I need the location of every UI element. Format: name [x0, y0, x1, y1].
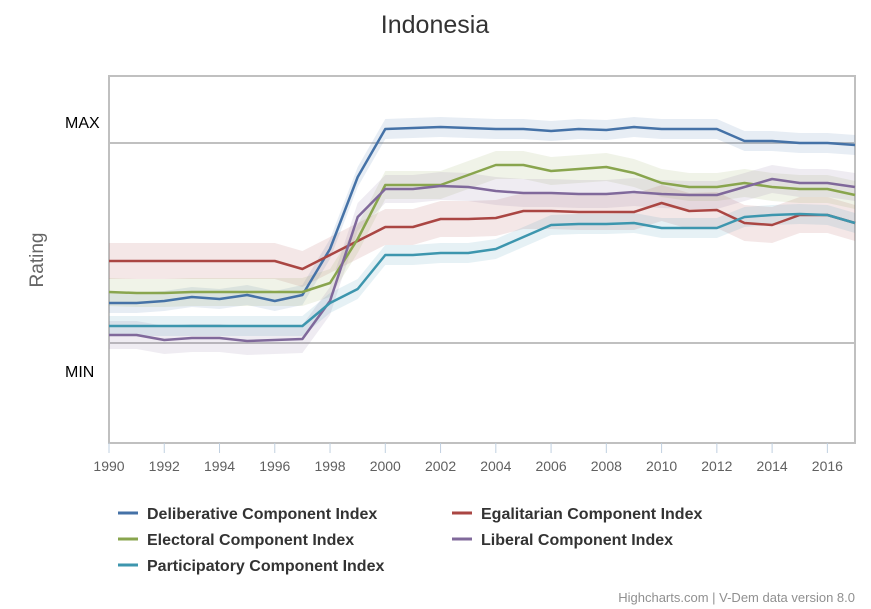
- y-level-label-max: MAX: [65, 115, 100, 132]
- band-electoral-component-index: [109, 151, 855, 307]
- x-tick-label: 1992: [149, 458, 180, 474]
- x-tick-label: 2000: [370, 458, 401, 474]
- legend: Deliberative Component Index Egalitarian …: [118, 506, 702, 575]
- x-tick-label: 2014: [757, 458, 788, 474]
- legend-item-liberal-component-index[interactable]: Liberal Component Index: [452, 532, 673, 549]
- x-tick-label: 2006: [535, 458, 566, 474]
- x-tick-label: 2008: [591, 458, 622, 474]
- series-line-egalitarian-component-index[interactable]: [109, 201, 856, 271]
- series-line-electoral-component-index[interactable]: [108, 163, 856, 295]
- band-liberal-component-index: [109, 165, 855, 355]
- x-tick-label: 2002: [425, 458, 456, 474]
- x-tick-label: 2010: [646, 458, 677, 474]
- x-tick-label: 1998: [314, 458, 345, 474]
- x-tick-label: 1990: [93, 458, 124, 474]
- band-egalitarian-component-index: [109, 185, 855, 287]
- legend-label: Liberal Component Index: [481, 532, 673, 549]
- x-tick-label: 2012: [701, 458, 732, 474]
- legend-item-egalitarian-component-index[interactable]: Egalitarian Component Index: [452, 506, 702, 523]
- chart-title: Indonesia: [381, 11, 490, 39]
- series-lines: [108, 125, 856, 343]
- plot-area: [108, 75, 856, 444]
- series-line-liberal-component-index[interactable]: [109, 177, 856, 343]
- x-axis-ticks: 1990 1992 1994 1996 1998 2000 2002 2004 2006 2008…: [93, 443, 843, 474]
- grid-lines: [109, 142, 855, 344]
- band-participatory-component-index: [109, 204, 855, 336]
- x-tick-label: 2004: [480, 458, 511, 474]
- legend-label: Egalitarian Component Index: [481, 506, 702, 523]
- legend-label: Participatory Component Index: [147, 558, 384, 575]
- x-tick-label: 1996: [259, 458, 290, 474]
- credits-text[interactable]: Highcharts.com | V-Dem data version 8.0: [618, 590, 855, 605]
- series-line-participatory-component-index[interactable]: [109, 212, 856, 328]
- legend-label: Deliberative Component Index: [147, 506, 377, 523]
- legend-item-participatory-component-index[interactable]: Participatory Component Index: [118, 558, 384, 575]
- legend-item-electoral-component-index[interactable]: Electoral Component Index: [118, 532, 354, 549]
- y-axis-title: Rating: [27, 233, 48, 288]
- legend-item-deliberative-component-index[interactable]: Deliberative Component Index: [118, 506, 377, 523]
- y-level-label-min: MIN: [65, 364, 94, 381]
- legend-label: Electoral Component Index: [147, 532, 354, 549]
- x-tick-label: 2016: [812, 458, 843, 474]
- series-line-deliberative-component-index[interactable]: [109, 125, 856, 305]
- y-level-labels: MAX MIN: [65, 115, 100, 381]
- x-tick-label: 1994: [204, 458, 235, 474]
